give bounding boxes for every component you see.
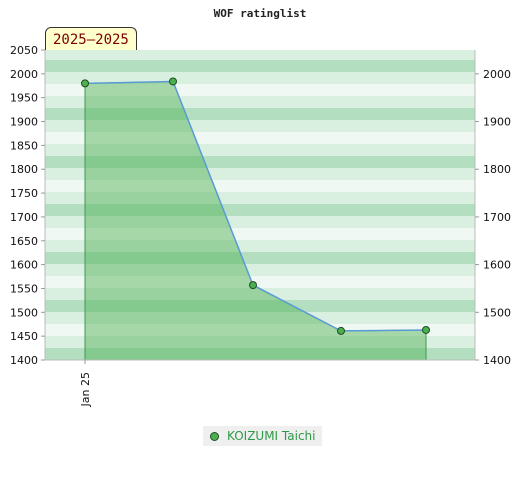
y-tick-label-left: 1550: [10, 282, 38, 295]
background-band: [45, 72, 475, 84]
x-tick-label: Jan 25: [79, 372, 92, 407]
data-point: [169, 77, 177, 86]
y-tick-label-right: 1900: [483, 116, 511, 129]
plot-background-bands: [45, 50, 475, 360]
y-tick-label-left: 1950: [10, 92, 38, 105]
series-points: [81, 77, 430, 335]
y-tick-label-left: 2050: [10, 44, 38, 57]
period-badge: 2025–2025: [45, 27, 137, 50]
background-band: [45, 252, 475, 264]
background-band: [45, 312, 475, 324]
data-point: [249, 281, 257, 290]
y-tick-label-right: 1700: [483, 211, 511, 224]
background-band: [45, 264, 475, 276]
y-tick-label-left: 1400: [10, 354, 38, 367]
chart-legend[interactable]: KOIZUMI Taichi: [203, 426, 323, 446]
background-band: [45, 324, 475, 336]
y-tick-label-right: 1400: [483, 354, 511, 367]
axes: 1400 1450 1500 1550 1600 1650 1700 1750 1800 1850…: [10, 44, 511, 407]
background-band: [45, 144, 475, 156]
legend-marker-icon: [210, 431, 219, 441]
background-band: [45, 216, 475, 228]
y-tick-label-right: 1500: [483, 306, 511, 319]
y-tick-label-right: 1800: [483, 163, 511, 176]
background-band: [45, 300, 475, 312]
background-band: [45, 348, 475, 360]
y-tick-label-left: 1900: [10, 116, 38, 129]
background-band: [45, 276, 475, 288]
y-tick-label-left: 1450: [10, 330, 38, 343]
y-tick-label-right: 1600: [483, 259, 511, 272]
legend-label: KOIZUMI Taichi: [227, 429, 316, 443]
background-band: [45, 156, 475, 168]
y-tick-label-left: 1850: [10, 139, 38, 152]
background-band: [45, 84, 475, 96]
background-band: [45, 180, 475, 192]
data-point: [337, 326, 345, 335]
background-band: [45, 336, 475, 348]
background-band: [45, 192, 475, 204]
background-band: [45, 204, 475, 216]
background-band: [45, 288, 475, 300]
background-band: [45, 228, 475, 240]
y-tick-label-left: 1600: [10, 259, 38, 272]
chart-title: WOF ratinglist: [214, 7, 307, 20]
background-band: [45, 120, 475, 132]
data-point: [422, 325, 430, 334]
y-tick-label-left: 1800: [10, 163, 38, 176]
background-band: [45, 108, 475, 120]
background-band: [45, 96, 475, 108]
y-tick-label-left: 1750: [10, 187, 38, 200]
y-tick-label-left: 1500: [10, 306, 38, 319]
data-point: [81, 79, 89, 88]
y-tick-label-left: 2000: [10, 68, 38, 81]
y-tick-label-right: 2000: [483, 68, 511, 81]
background-band: [45, 60, 475, 72]
background-band: [45, 168, 475, 180]
background-band: [45, 50, 475, 60]
background-band: [45, 132, 475, 144]
y-tick-label-left: 1650: [10, 235, 38, 248]
y-tick-label-left: 1700: [10, 211, 38, 224]
background-band: [45, 240, 475, 252]
